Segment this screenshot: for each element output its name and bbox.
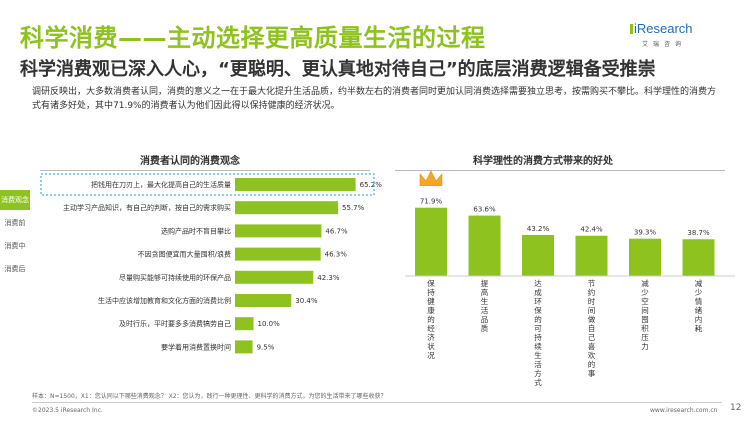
right-category-label: 减少空间囤积压力 xyxy=(641,278,649,351)
left-bar xyxy=(235,270,314,284)
footnote: 样本：N=1500，X1：您认同以下哪些消费观念？ X2：您认为，践行一种更理性… xyxy=(32,393,387,400)
right-category-label: 减少情绪内耗 xyxy=(695,278,703,333)
right-chart-title: 科学理性的消费方式带来的好处 xyxy=(473,156,613,167)
crown-icon xyxy=(419,170,443,186)
left-bar xyxy=(235,340,253,354)
left-value-label: 46.7% xyxy=(325,227,348,235)
right-value-label: 63.6% xyxy=(473,206,496,214)
logo-cn-name: 艾瑞咨询 xyxy=(642,41,687,48)
logo-mark xyxy=(630,24,633,34)
left-category-label: 及时行乐，平时要多多消费犒劳自己 xyxy=(119,319,231,328)
right-value-label: 42.4% xyxy=(580,226,603,234)
right-bar xyxy=(575,235,608,276)
left-category-label: 把钱用在刀刃上，最大化提高自己的生活质量 xyxy=(91,180,231,189)
side-tab-consumption-concept[interactable]: 消费观念 xyxy=(0,190,30,210)
right-category-label: 保持健康的经济状况 xyxy=(427,279,435,360)
left-category-label: 主动学习产品知识，有自己的判断，按自己的需求购买 xyxy=(63,203,231,212)
left-bar xyxy=(235,294,292,307)
left-value-label: 65.2% xyxy=(360,181,383,189)
left-bar xyxy=(235,247,321,261)
right-category-label: 达成环保的可持续生活方式 xyxy=(534,278,542,387)
left-value-label: 46.3% xyxy=(325,251,348,259)
left-category-label: 要学着用消费置换时间 xyxy=(161,342,231,351)
left-value-label: 9.5% xyxy=(257,343,275,351)
left-bar xyxy=(235,178,356,191)
right-value-label: 43.2% xyxy=(527,225,550,233)
intro-paragraph: 调研反映出，大多数消费者认同，消费的意义之一在于最大化提升生活品质，约半数左右的… xyxy=(32,87,717,111)
right-bar xyxy=(522,234,554,276)
page-subtitle: 科学消费观已深入人心，“更聪明、更认真地对待自己”的底层消费逻辑备受推崇 xyxy=(20,59,656,80)
left-value-label: 30.4% xyxy=(295,297,318,305)
left-bar xyxy=(235,201,339,215)
left-category-label: 尽量购买能够可持续使用的环保产品 xyxy=(119,273,231,282)
right-value-label: 38.7% xyxy=(687,229,710,237)
left-category-label: 选购产品时不盲目攀比 xyxy=(161,226,231,235)
copyright: ©2023.5 iResearch Inc. xyxy=(32,407,103,414)
left-chart-title: 消费者认同的消费观念 xyxy=(140,156,240,167)
right-value-label: 71.9% xyxy=(420,198,443,206)
page-number: 12 xyxy=(730,403,742,413)
left-value-label: 55.7% xyxy=(342,204,365,212)
highlight-box xyxy=(40,173,375,196)
left-category-label: 不因贪图便宜而大量囤积/浪费 xyxy=(138,250,231,259)
right-bar xyxy=(629,238,661,276)
left-bar xyxy=(235,224,322,238)
left-value-label: 10.0% xyxy=(258,320,281,328)
left-heading-divider xyxy=(40,170,370,171)
side-tab-during-consumption[interactable]: 消费中 xyxy=(4,242,26,250)
footer-divider xyxy=(32,402,722,403)
website-link[interactable]: www.iresearch.com.cn xyxy=(650,407,718,414)
side-tab-after-consumption[interactable]: 消费后 xyxy=(4,265,26,273)
left-value-label: 42.3% xyxy=(317,274,340,282)
right-bar xyxy=(415,207,447,276)
side-tab-before-consumption[interactable]: 消费前 xyxy=(4,219,26,227)
left-category-label: 生活中应该增加教育和文化方面的消费比例 xyxy=(98,296,231,305)
right-bar xyxy=(682,239,715,276)
right-category-label: 节约时间做自己喜欢的事 xyxy=(588,279,596,378)
right-bar xyxy=(468,215,501,276)
right-value-label: 39.3% xyxy=(634,229,657,237)
left-bar xyxy=(235,317,254,331)
page-title: 科学消费——主动选择更高质量生活的过程 xyxy=(20,24,486,52)
right-heading-divider xyxy=(395,170,725,171)
iresearch-logo: iResearch 艾瑞咨询 xyxy=(620,21,730,55)
right-category-label: 提高生活品质 xyxy=(481,278,489,333)
logo-name: iResearch xyxy=(634,21,693,36)
